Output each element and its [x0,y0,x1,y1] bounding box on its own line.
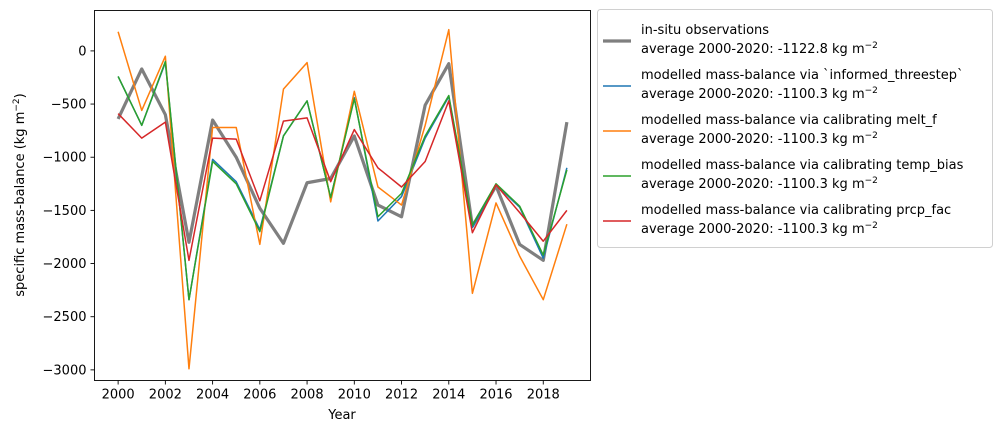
legend-average-text: average 2000-2020: -1100.3 kg m [641,87,865,102]
legend-series-name: modelled mass-balance via calibrating te… [641,158,964,173]
y-axis-label-superscript: −2 [12,98,22,111]
legend-average-superscript: −2 [865,176,878,186]
x-tick-label: 2014 [432,388,465,403]
legend: in-situ observations average 2000-2020: -… [597,9,993,248]
legend-average-superscript: −2 [865,131,878,141]
y-axis-ticks: 0 −500 −1000 −1500 −2000 −2500 −3000 [43,44,95,378]
x-tick-label: 2012 [385,388,418,403]
x-tick-label: 2004 [196,388,229,403]
legend-entries: in-situ observations average 2000-2020: -… [603,23,964,237]
x-tick-label: 2010 [338,388,371,403]
x-tick-label: 2018 [527,388,560,403]
plot-area: 2000 2002 2004 2006 2008 2010 2012 2014 2016 2018… [43,10,591,403]
series-line-3 [117,28,568,370]
legend-series-average: average 2000-2020: -1100.3 kg m−2 [641,221,878,237]
legend-series-name: modelled mass-balance via calibrating me… [641,113,937,128]
x-tick-label: 2008 [291,388,324,403]
legend-average-superscript: −2 [865,86,878,96]
legend-frame [597,9,993,248]
legend-series-average: average 2000-2020: -1100.3 kg m−2 [641,176,878,192]
x-axis-label: Year [327,408,356,423]
legend-average-text: average 2000-2020: -1122.8 kg m [641,42,865,57]
legend-series-name: in-situ observations [641,23,769,38]
y-tick-label: −1000 [43,151,87,166]
axes-frame [94,10,591,381]
x-tick-label: 2002 [149,388,182,403]
x-tick-label: 2000 [102,388,135,403]
legend-series-average: average 2000-2020: -1100.3 kg m−2 [641,131,878,147]
y-tick-label: 0 [78,44,86,59]
legend-series-average: average 2000-2020: -1122.8 kg m−2 [641,41,878,57]
y-tick-label: −3000 [43,363,87,378]
legend-series-name: modelled mass-balance via `informed_thre… [641,68,963,83]
series-line-4 [117,60,568,301]
y-axis-label: specific mass-balance (kg m−2) [12,93,28,296]
legend-entry-4: modelled mass-balance via calibrating te… [603,158,964,192]
legend-series-name: modelled mass-balance via calibrating pr… [641,203,951,218]
x-tick-label: 2016 [479,388,512,403]
y-tick-label: −500 [51,98,87,113]
legend-average-superscript: −2 [865,221,878,231]
y-axis-label-main: specific mass-balance (kg m [13,112,28,297]
legend-average-text: average 2000-2020: -1100.3 kg m [641,177,865,192]
legend-average-text: average 2000-2020: -1100.3 kg m [641,132,865,147]
y-axis-label-close: ) [13,93,28,98]
legend-entry-2: modelled mass-balance via `informed_thre… [603,68,963,102]
y-tick-label: −2000 [43,257,87,272]
legend-average-text: average 2000-2020: -1100.3 kg m [641,222,865,237]
x-axis-ticks: 2000 2002 2004 2006 2008 2010 2012 2014 2016 2018 [102,380,560,403]
series-line-5 [117,100,568,262]
legend-entry-1: in-situ observations average 2000-2020: -… [603,23,878,57]
y-tick-label: −2500 [43,310,87,325]
series-layer [116,28,569,370]
legend-entry-5: modelled mass-balance via calibrating pr… [603,203,951,237]
legend-entry-3: modelled mass-balance via calibrating me… [603,113,937,147]
legend-series-average: average 2000-2020: -1100.3 kg m−2 [641,86,878,102]
legend-average-superscript: −2 [865,41,878,51]
series-line-1 [116,62,569,262]
y-tick-label: −1500 [43,204,87,219]
x-tick-label: 2006 [243,388,276,403]
